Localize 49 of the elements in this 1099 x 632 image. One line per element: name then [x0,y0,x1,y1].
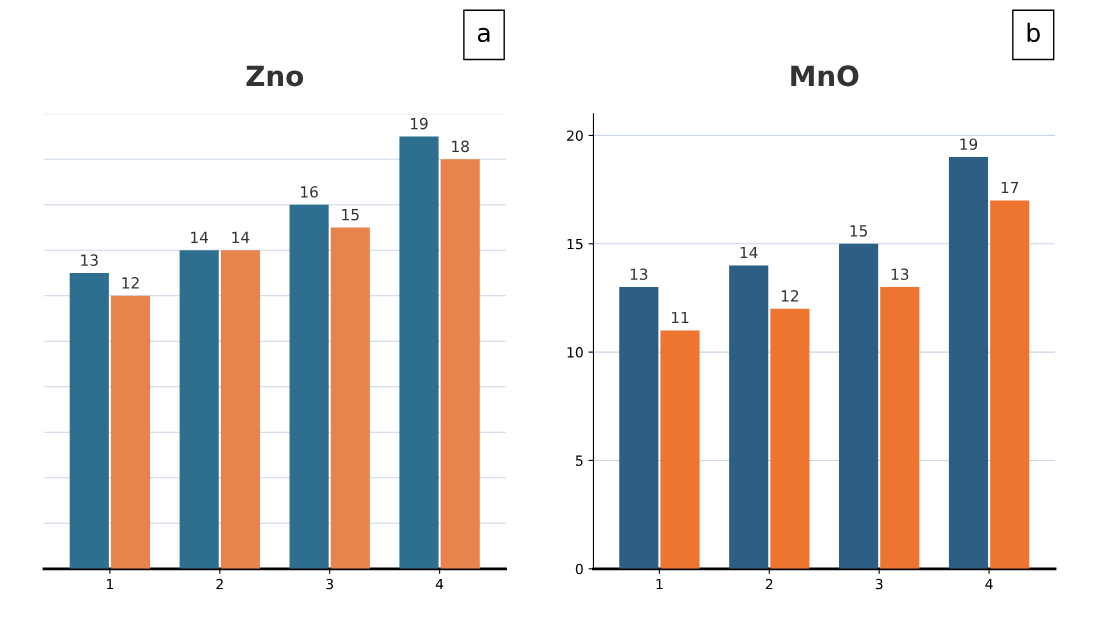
data-label: 13 [891,268,909,280]
bar [729,265,769,569]
bar [660,330,700,569]
bar [220,250,260,569]
x-tick-label: 2 [765,578,773,590]
data-label: 16 [301,186,318,198]
bar [69,273,109,569]
x-tick-label: 4 [985,578,993,590]
data-label: 11 [671,311,689,324]
data-label: 17 [1001,181,1019,194]
bar [770,308,810,569]
bar [440,159,480,569]
chart-title: MnO [791,65,859,87]
data-label: 13 [81,254,98,266]
data-label: 18 [452,140,469,153]
bar [110,295,151,569]
bar [990,200,1030,569]
bar [399,136,439,569]
y-tick-label: 0 [575,563,583,575]
y-tick-label: 20 [567,130,583,141]
bar [948,157,989,569]
data-label: 14 [191,231,209,243]
y-tick-label: 15 [567,238,583,250]
y-tick-label: 5 [575,455,583,466]
chart-title: Zno [246,65,304,87]
x-tick-label: 1 [656,578,663,590]
data-label: 19 [410,117,428,130]
x-tick-label: 1 [107,578,114,590]
data-label: 14 [740,246,758,259]
bar [289,204,329,569]
data-label: 14 [232,231,250,243]
data-label: 19 [960,138,978,150]
x-tick-label: 4 [435,578,444,590]
data-label: 12 [122,277,139,289]
bar [839,243,879,569]
x-tick-label: 2 [216,578,223,590]
y-tick-label: 10 [567,347,583,358]
bar [330,227,370,569]
text: a [477,27,490,43]
bar [880,287,920,569]
data-label: 15 [850,225,867,237]
data-label: 13 [630,268,648,280]
data-label: 12 [781,290,799,302]
data-label: 15 [342,209,359,221]
x-tick-label: 3 [875,578,883,590]
bar [619,287,659,569]
x-tick-label: 3 [326,578,334,590]
text: b [1027,22,1040,43]
bar [179,250,219,569]
